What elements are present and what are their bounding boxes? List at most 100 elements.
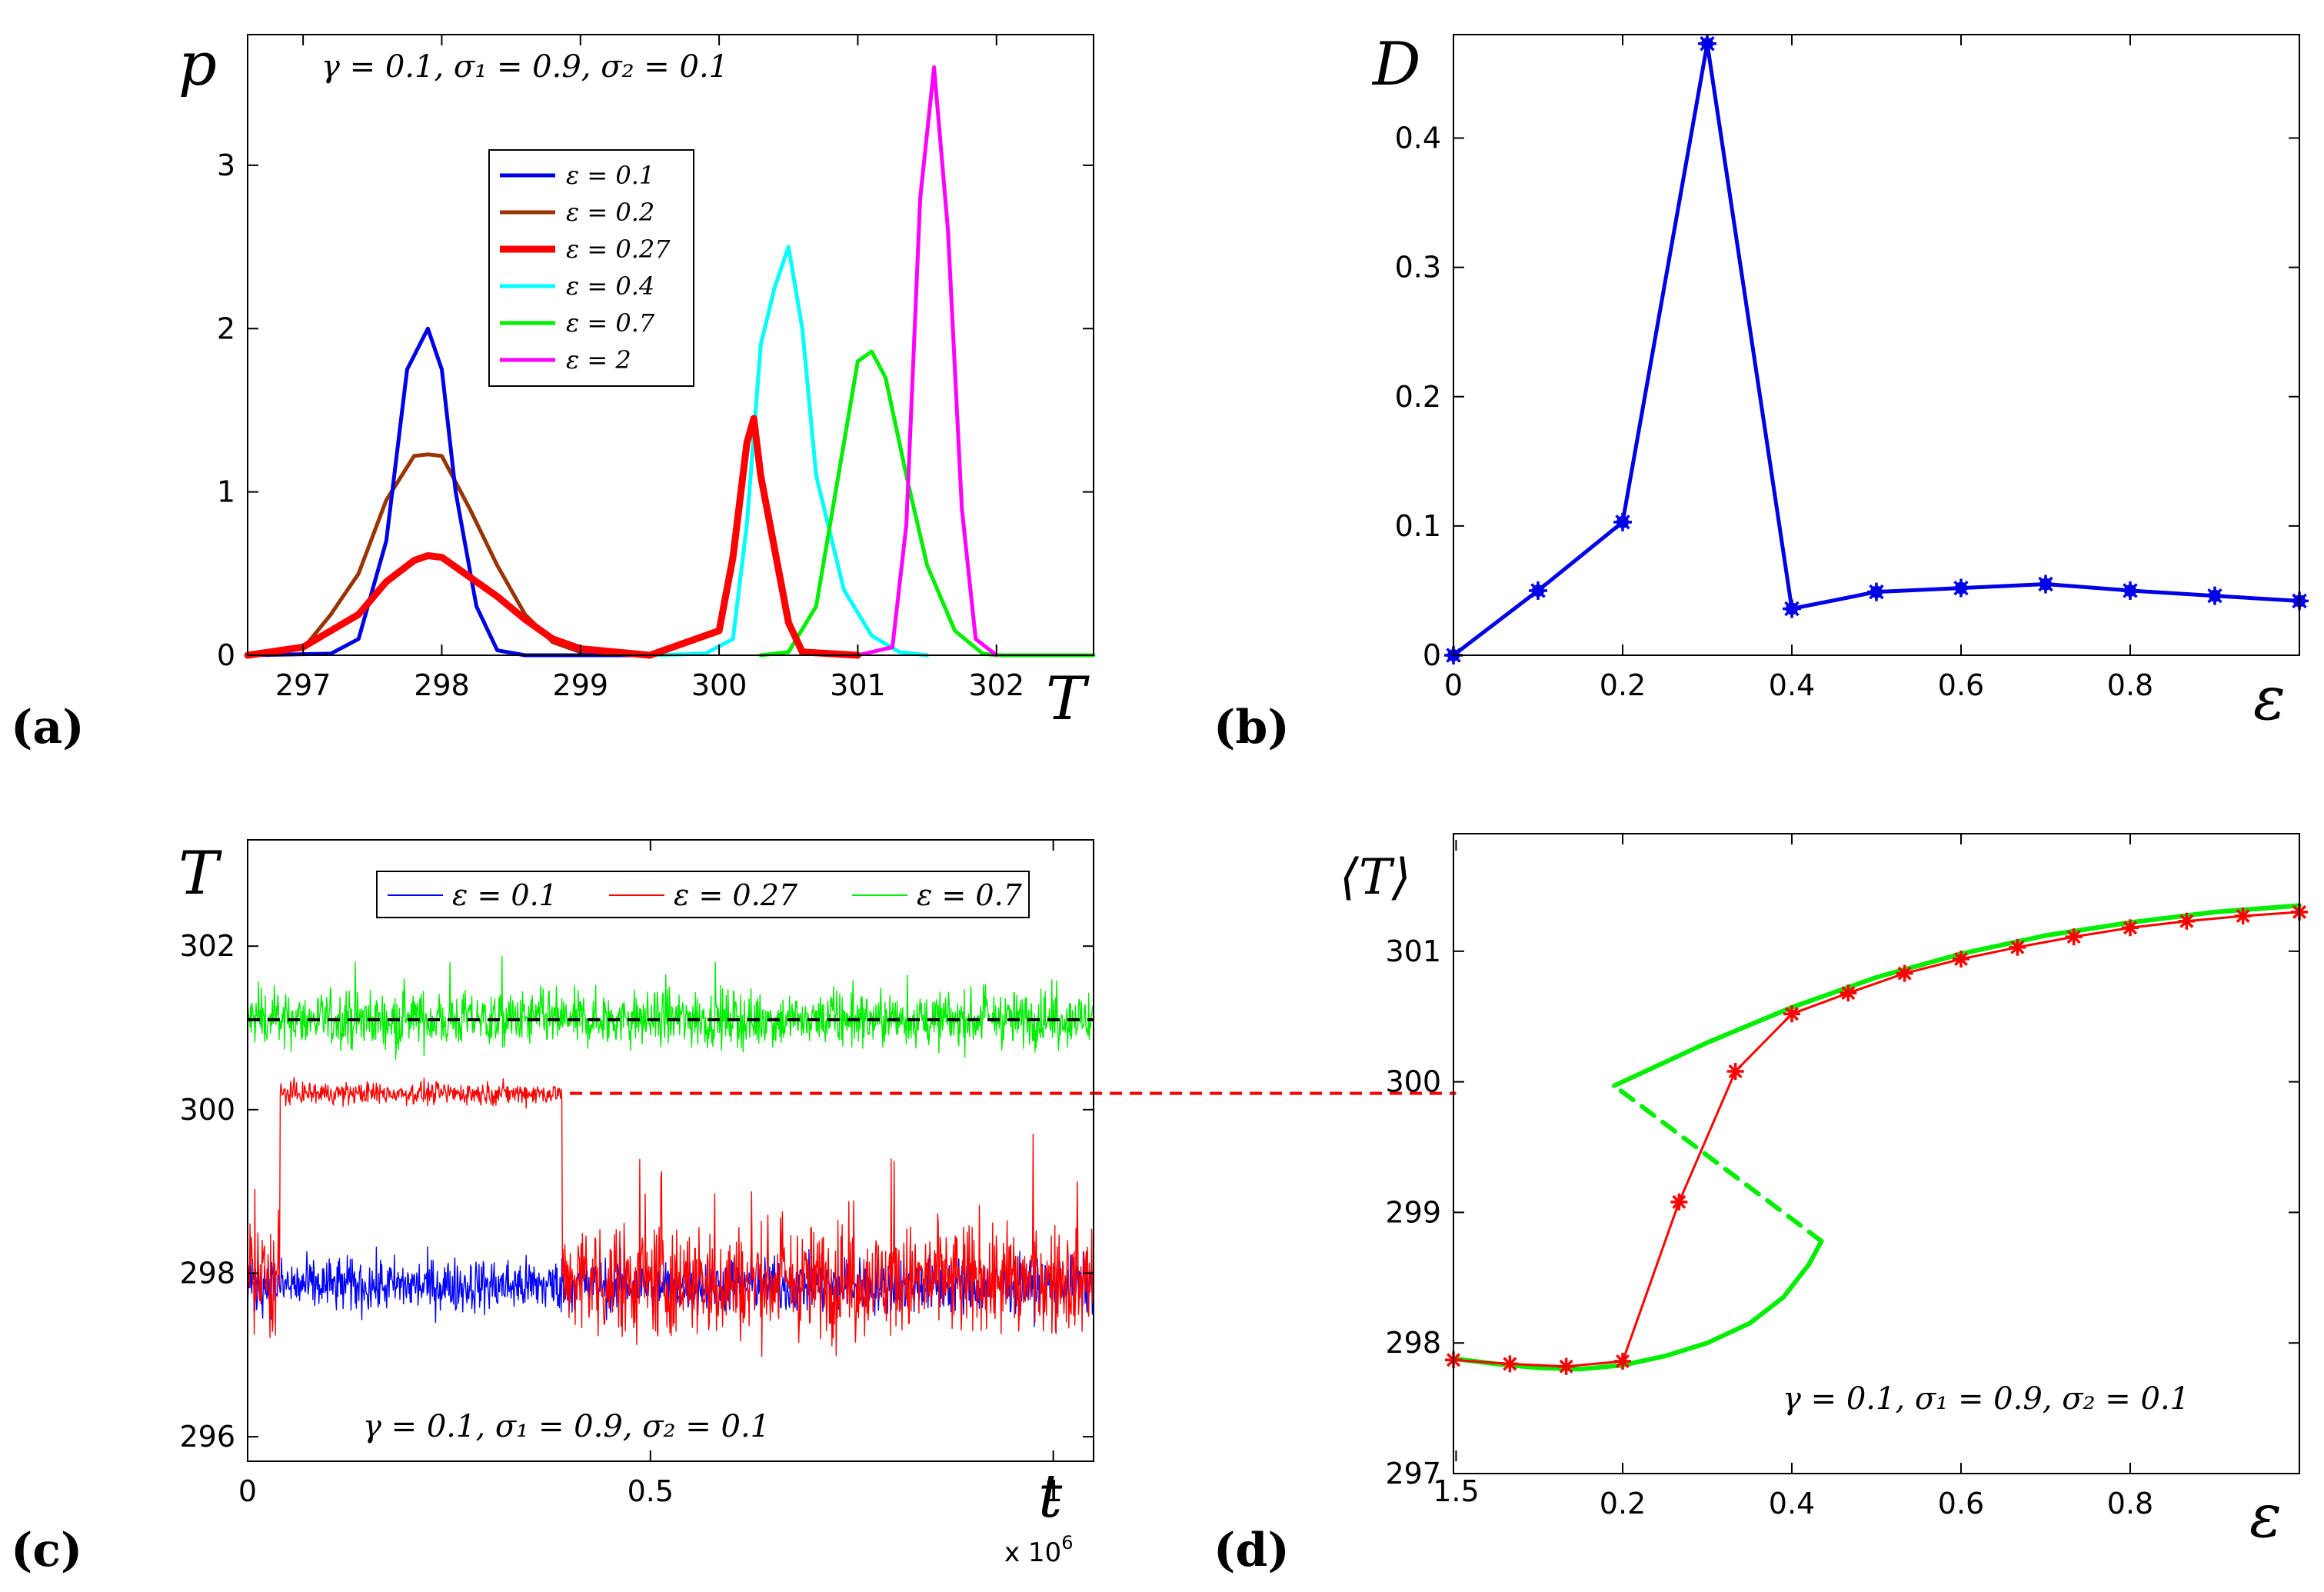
y-tick-label: 0 xyxy=(1423,638,1441,672)
panel-a-legend-box xyxy=(488,149,694,387)
panel-c-ylabel: T xyxy=(178,839,222,908)
legend-label: ε = 2 xyxy=(566,345,631,375)
y-tick-label: 301 xyxy=(1385,934,1441,968)
panel-a-annotation: γ = 0.1, σ₁ = 0.9, σ₂ = 0.1 xyxy=(321,49,728,85)
marker-stroke xyxy=(1784,1007,1800,1021)
data-point-star xyxy=(1840,984,1857,1002)
data-point-star xyxy=(2122,919,2139,937)
data-point-star xyxy=(2178,912,2196,930)
x-tick-label: 1.5 xyxy=(1433,1474,1479,1508)
data-point-star xyxy=(1952,578,1970,598)
marker-stroke xyxy=(2066,930,2081,944)
y-tick-label: 0 xyxy=(217,638,235,672)
panel-a-chart: 297 298 299 300 301 302 0 1 2 3 p T γ = 0.1, σ₁ =… xyxy=(178,30,1096,734)
panel-a-legend: ε = 0.1 ε = 0.2 ε = 0.27 ε = 0.4 ε = 0.7 ε = … xyxy=(488,149,694,387)
marker-stroke xyxy=(2123,921,2138,935)
panel-d-series xyxy=(1445,903,2308,1375)
marker-stroke xyxy=(1503,1357,1517,1371)
panel-c-axes-box xyxy=(247,839,1094,1462)
x-tick-label: 301 xyxy=(830,668,886,702)
x-tick-label: 0.4 xyxy=(1769,1487,1815,1520)
marker-stroke xyxy=(1530,583,1546,598)
series-line-ε = 0.4 xyxy=(648,245,930,658)
data-point-star xyxy=(1614,1352,1631,1370)
panel-b-ylabel: D xyxy=(1371,30,1421,99)
marker-stroke xyxy=(1869,584,1884,600)
y-tick-label: 300 xyxy=(179,1093,235,1127)
x-tick-label: 300 xyxy=(691,668,747,702)
data-point-star xyxy=(1670,1193,1688,1211)
data-point-star xyxy=(2121,581,2139,600)
panel-b-series xyxy=(1444,34,2309,664)
y-tick-label: 1 xyxy=(217,475,235,509)
panel-c-x-multiplier: x 106 xyxy=(1004,1532,1073,1568)
panel-b-axes-box xyxy=(1453,34,2300,656)
marker-stroke xyxy=(1615,515,1630,530)
series-line-stable upper xyxy=(1612,903,2302,1088)
x-tick-label: 0.8 xyxy=(2107,1487,2153,1520)
panel-d-chart: 0.2 0.4 0.6 0.8 297 298 299 300 301 ⟨T⟩ ε γ = 0.… xyxy=(1340,833,2308,1551)
y-tick-label: 298 xyxy=(179,1256,235,1290)
marker-stroke xyxy=(1841,986,1856,1001)
y-tick-label: 302 xyxy=(179,929,235,963)
x-tick-label: 299 xyxy=(553,668,609,702)
y-tick-label: 296 xyxy=(179,1420,235,1454)
panel-tag-a: (a) xyxy=(11,701,85,754)
marker-stroke xyxy=(2038,576,2053,592)
x-tick-label: 0.6 xyxy=(1938,1487,1984,1520)
x-tick-label: 0.5 xyxy=(628,1474,674,1508)
panel-c-legend-box xyxy=(376,871,1030,918)
legend-label: ε = 0.2 xyxy=(566,198,654,227)
marker-stroke xyxy=(1953,580,1969,596)
y-tick-label: 297 xyxy=(1385,1457,1441,1490)
x-tick-label: 297 xyxy=(275,668,331,702)
data-point-star xyxy=(1613,512,1632,531)
panel-a-ticks: 297 298 299 300 301 302 0 1 2 3 xyxy=(217,35,1094,702)
series-line-ε = 0.2 xyxy=(245,452,652,658)
panel-c-xlabel: t xyxy=(1038,1462,1063,1531)
panel-d-xlabel: ε xyxy=(2249,1482,2282,1551)
x-tick-label: 0.4 xyxy=(1769,668,1815,702)
legend-label: ε = 0.27 xyxy=(674,878,798,912)
x-tick-label: 0.8 xyxy=(2107,668,2153,702)
marker-stroke xyxy=(1700,36,1715,52)
panel-a-ylabel: p xyxy=(178,30,217,99)
series-line-ε = 2 xyxy=(855,65,999,658)
legend-label: ε = 0.27 xyxy=(566,235,671,264)
panel-c-chart: 0 0.5 1 1.5 296 298 300 302 T t x 106 γ = 0.1, … xyxy=(178,839,1480,1568)
legend-label: ε = 0.4 xyxy=(566,271,654,301)
panel-a-series xyxy=(244,65,1096,659)
series-line-ε = 0.27 xyxy=(244,415,861,659)
marker-stroke xyxy=(1728,1064,1743,1079)
series-line-simulation xyxy=(1452,911,2301,1368)
marker-stroke xyxy=(1615,1354,1630,1368)
panel-a-axes-box xyxy=(247,34,1094,656)
x-tick-label: 298 xyxy=(414,668,470,702)
marker-stroke xyxy=(1784,601,1800,617)
legend-label: ε = 0.1 xyxy=(452,878,558,912)
series-line-ε = 0.1 xyxy=(245,326,652,658)
data-point-star xyxy=(1529,581,1547,600)
panel-c-series xyxy=(247,955,1457,1357)
y-tick-label: 0.4 xyxy=(1395,122,1441,155)
y-tick-label: 0.2 xyxy=(1395,380,1441,414)
panel-c-annotation: γ = 0.1, σ₁ = 0.9, σ₂ = 0.1 xyxy=(363,1409,770,1444)
y-tick-label: 0.3 xyxy=(1395,251,1441,285)
y-tick-label: 298 xyxy=(1385,1326,1441,1360)
x-tick-label: 0.6 xyxy=(1938,668,1984,702)
legend-label: ε = 0.7 xyxy=(917,878,1023,912)
data-point-star xyxy=(1896,964,1913,982)
data-point-star xyxy=(1698,34,1716,53)
x-tick-label: 0.2 xyxy=(1600,1487,1646,1520)
panel-d-annotation: γ = 0.1, σ₁ = 0.9, σ₂ = 0.1 xyxy=(1783,1381,2189,1417)
panel-b-xlabel: ε xyxy=(2253,664,2286,734)
data-point-star xyxy=(2206,586,2224,605)
panel-a-xlabel: T xyxy=(1046,664,1090,734)
series-line-eps-0.7 xyxy=(247,955,1094,1060)
series-line-D xyxy=(1451,42,2302,658)
panel-d-ticks: 0.2 0.4 0.6 0.8 297 298 299 300 301 xyxy=(1385,834,2299,1520)
panel-tag-c: (c) xyxy=(11,1524,82,1577)
marker-stroke xyxy=(2236,908,2250,923)
panel-b-ticks: 0 0.2 0.4 0.6 0.8 0 0.1 0.2 0.3 0.4 xyxy=(1395,35,2299,702)
data-point-star xyxy=(2065,928,2083,946)
